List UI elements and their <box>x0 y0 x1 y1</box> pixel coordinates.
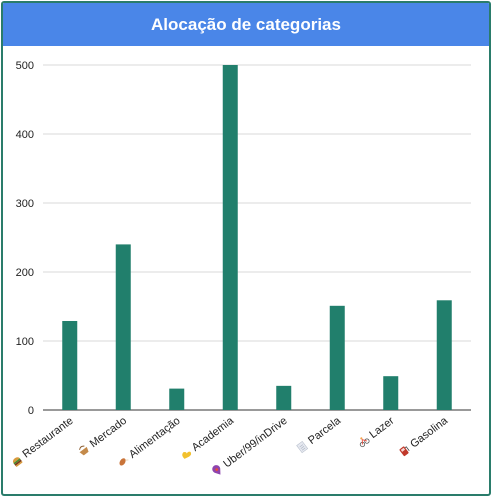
x-tick-label: Lazer <box>359 415 397 448</box>
category-label: Alimentação <box>127 415 183 461</box>
map-pin-icon <box>212 465 221 475</box>
burger-icon <box>12 457 23 467</box>
fuel-pump-icon <box>399 446 410 457</box>
bar <box>436 300 452 410</box>
x-tick-label: Mercado <box>79 415 129 456</box>
bar <box>62 320 78 410</box>
y-tick-label: 400 <box>16 129 34 141</box>
bar <box>222 65 238 410</box>
bar <box>276 385 292 410</box>
flexed-arm-icon <box>182 451 192 459</box>
x-tick-label: Gasolina <box>399 414 451 457</box>
category-label: Academia <box>190 414 237 454</box>
category-label: Restaurante <box>20 415 75 461</box>
bar <box>329 305 345 410</box>
bar <box>383 376 399 410</box>
chart-title: Alocação de categorias <box>3 3 489 46</box>
category-label: Gasolina <box>408 414 451 450</box>
category-label: Parcela <box>306 414 344 447</box>
shopping-basket-icon <box>79 445 89 456</box>
y-tick-label: 300 <box>16 198 34 210</box>
drumstick-icon <box>119 458 129 466</box>
category-label: Mercado <box>88 415 129 450</box>
y-tick-label: 200 <box>16 267 34 279</box>
bicycle-icon <box>359 437 370 448</box>
y-tick-label: 500 <box>16 60 34 72</box>
bar <box>115 244 131 410</box>
y-tick-label: 100 <box>16 336 34 348</box>
category-label: Lazer <box>367 415 396 441</box>
bar <box>169 388 185 410</box>
x-tick-label: Parcela <box>296 414 344 454</box>
x-tick-label: Restaurante <box>12 415 76 467</box>
y-tick-label: 0 <box>28 405 34 417</box>
bar-chart: 0 100 200 300 400 500 Restaurante MercadoAlimen… <box>12 60 471 475</box>
document-icon <box>296 440 309 454</box>
